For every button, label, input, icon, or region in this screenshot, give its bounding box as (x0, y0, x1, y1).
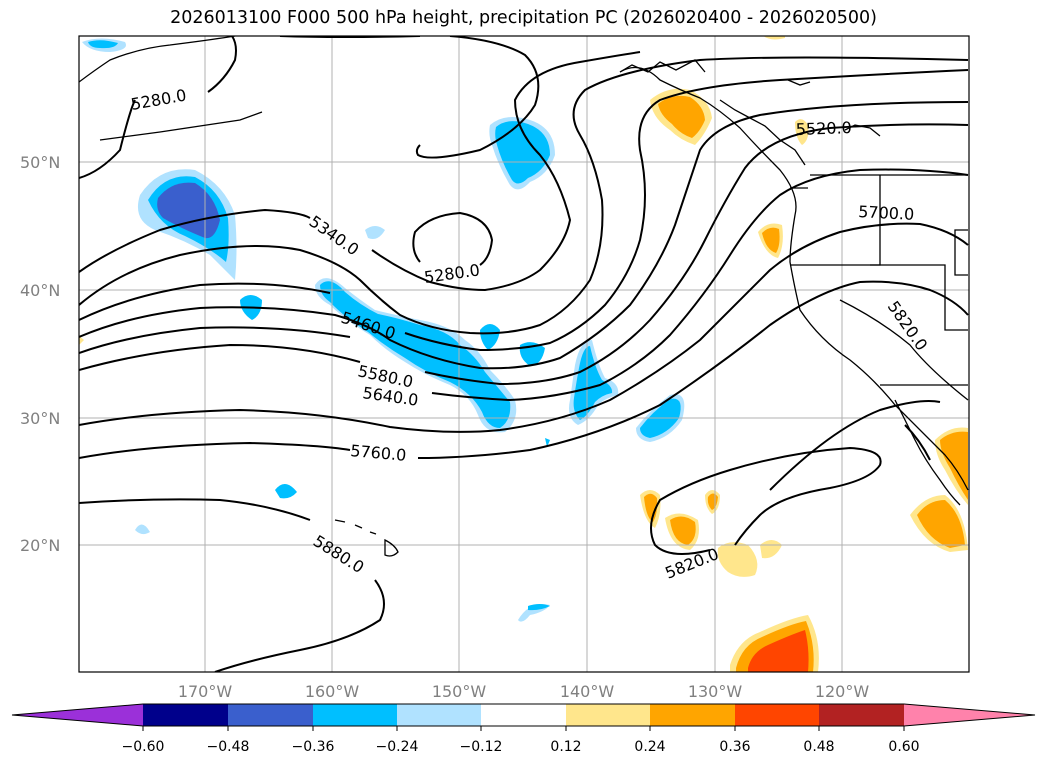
colorbar-tick-label: 0.24 (634, 739, 665, 755)
lon-label: 170°W (178, 682, 233, 701)
colorbar-tick-label: −0.60 (122, 739, 165, 755)
colorbar-tick-label: 0.48 (803, 739, 834, 755)
colorbar-segment (143, 704, 228, 726)
colorbar-tick-label: −0.12 (460, 739, 503, 755)
lat-label: 40°N (20, 281, 60, 300)
map-panel: 5280.0 5340.0 5280.0 5460.0 5580.0 5640.… (79, 36, 969, 672)
coastline (79, 36, 969, 557)
lat-label: 20°N (20, 536, 60, 555)
lon-label: 150°W (432, 682, 487, 701)
colorbar-segment (819, 704, 904, 726)
colorbar-segment (566, 704, 650, 726)
lat-label: 50°N (20, 153, 60, 172)
lon-label: 160°W (305, 682, 360, 701)
contour-label: 5760.0 (350, 441, 407, 465)
colorbar-tick-label: −0.36 (292, 739, 335, 755)
contour-label: 5340.0 (306, 212, 363, 260)
lat-label: 30°N (20, 409, 60, 428)
lon-label: 140°W (560, 682, 615, 701)
map-title: 2026013100 F000 500 hPa height, precipit… (170, 8, 877, 28)
colorbar-tick-label: 0.12 (550, 739, 581, 755)
map-frame (78, 35, 970, 673)
lon-label: 120°W (815, 682, 870, 701)
colorbar-segment (228, 704, 313, 726)
contour-label: 5520.0 (795, 118, 852, 139)
colorbar-extend-left (12, 704, 143, 726)
colorbar-tick-label: −0.48 (207, 739, 250, 755)
colorbar-segment (313, 704, 397, 726)
contour-label: 5280.0 (129, 86, 187, 114)
colorbar-tick-label: 0.36 (719, 739, 750, 755)
colorbar-segment (481, 704, 566, 726)
height-contours (79, 36, 969, 672)
colorbar-segment (650, 704, 735, 726)
colorbar-extend-right (904, 704, 1035, 726)
contour-label: 5820.0 (662, 544, 721, 583)
precip-negative-shading (82, 38, 685, 622)
colorbar-tick-label: −0.24 (376, 739, 419, 755)
latitude-labels: 50°N 40°N 30°N 20°N (20, 153, 60, 555)
colorbar: −0.60 −0.48 −0.36 −0.24 −0.12 0.12 0.24 … (11, 703, 1036, 755)
contour-label: 5700.0 (858, 202, 915, 224)
contour-label: 5880.0 (310, 531, 368, 577)
colorbar-segment (397, 704, 481, 726)
longitude-labels: 170°W 160°W 150°W 140°W 130°W 120°W (178, 682, 870, 701)
colorbar-tick-label: 0.60 (888, 739, 919, 755)
contour-label: 5280.0 (423, 260, 481, 287)
colorbar-segment (735, 704, 819, 726)
lon-label: 130°W (688, 682, 743, 701)
contour-label: 5820.0 (884, 297, 932, 354)
